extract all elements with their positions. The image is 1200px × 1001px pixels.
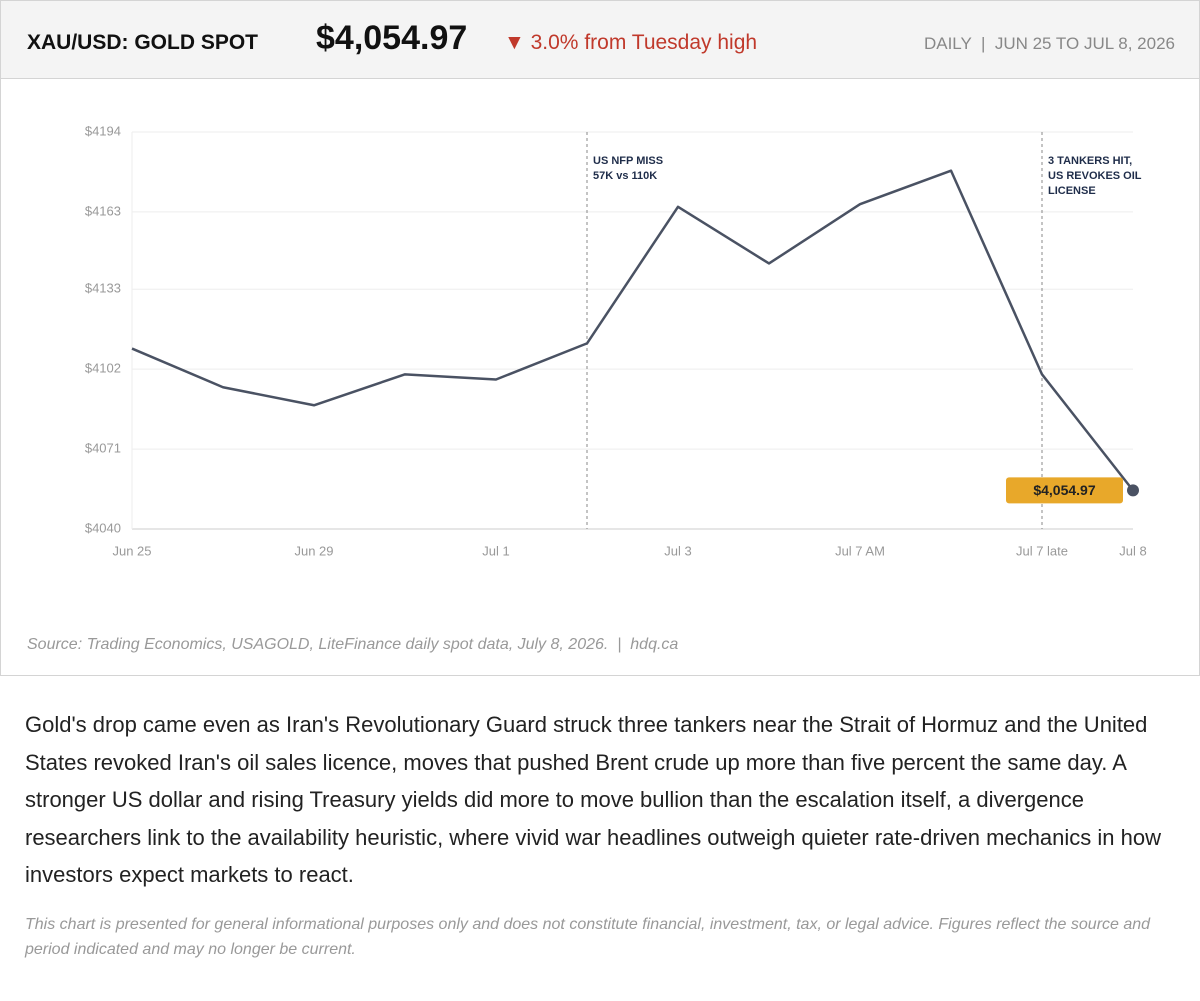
line [131,169,1134,492]
y-tick-label: $4102 [85,361,121,376]
value-label: $4,054.97 [1033,482,1095,498]
annotation-text: US REVOKES OIL [1048,170,1142,182]
x-tick-label: Jun 25 [112,543,151,558]
source: Source: Trading Economics, USAGOLD, Lite… [27,636,679,653]
y-tick-label: $4071 [85,441,121,456]
price: $4,054.97 [316,19,468,57]
chart-card: XAU/USD: GOLD SPOT $4,054.97 ▼ 3.0% from… [0,0,1200,676]
paragraph: Gold's drop came even as Iran's Revoluti… [25,712,1161,887]
value-label-box [1006,477,1123,504]
annotation-text: 57K vs 110K [593,170,657,182]
x-tick-label: Jul 1 [482,543,509,558]
period: DAILY | JUN 25 TO JUL 8, 2026 [923,34,1175,53]
y-tick-label: $4040 [85,520,121,535]
end-point [1127,484,1139,497]
annotation-text: US NFP MISS [593,155,663,167]
chart: $4040 $4071 $4102 $4133 $4163 $4194 Jun 25 Jun … [85,123,1147,558]
x-tick-label: Jul 8 [1119,543,1146,558]
header: XAU/USD: GOLD SPOT $4,054.97 ▼ 3.0% from… [1,1,1199,79]
title: XAU/USD: GOLD SPOT [27,31,259,54]
disclaimer: This chart is presented for general info… [25,916,1151,958]
x-tick-label: Jun 29 [294,543,333,558]
y-tick-label: $4163 [85,203,121,218]
x-tick-label: Jul 7 AM [835,543,885,558]
y-tick-label: $4133 [85,281,121,296]
x-tick-label: Jul 3 [664,543,691,558]
annotation-text: 3 TANKERS HIT, [1048,155,1132,167]
x-tick-label: Jul 7 late [1016,543,1068,558]
annotation-text: LICENSE [1048,185,1096,197]
change: ▼ 3.0% from Tuesday high [504,31,758,54]
y-tick-label: $4194 [85,123,121,138]
